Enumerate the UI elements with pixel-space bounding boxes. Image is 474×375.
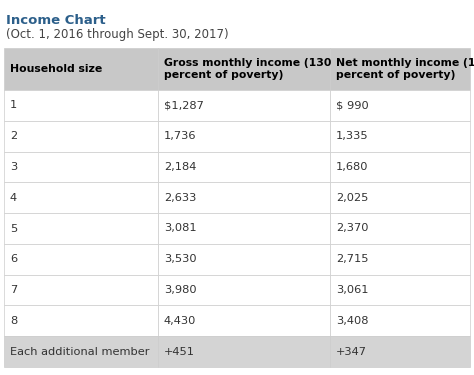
Text: Gross monthly income (130
percent of poverty): Gross monthly income (130 percent of pov… — [164, 58, 331, 80]
Text: 2,633: 2,633 — [164, 193, 196, 203]
Bar — [158, 213, 330, 244]
Bar — [4, 152, 158, 182]
Text: Net monthly income (100
percent of poverty): Net monthly income (100 percent of pover… — [336, 58, 474, 80]
Bar — [158, 306, 330, 336]
Bar — [330, 48, 470, 90]
Bar — [4, 274, 158, 306]
Text: 5: 5 — [10, 224, 17, 234]
Bar — [4, 213, 158, 244]
Text: +347: +347 — [336, 346, 367, 357]
Text: 7: 7 — [10, 285, 17, 295]
Text: 1,736: 1,736 — [164, 131, 196, 141]
Text: 2,184: 2,184 — [164, 162, 196, 172]
Bar — [158, 48, 330, 90]
Text: Household size: Household size — [10, 64, 102, 74]
Text: 2,715: 2,715 — [336, 254, 369, 264]
Bar — [4, 48, 158, 90]
Bar — [158, 244, 330, 274]
Bar — [330, 90, 470, 121]
Text: (Oct. 1, 2016 through Sept. 30, 2017): (Oct. 1, 2016 through Sept. 30, 2017) — [6, 28, 228, 41]
Text: 4,430: 4,430 — [164, 316, 196, 326]
Text: 1,680: 1,680 — [336, 162, 369, 172]
Bar — [4, 306, 158, 336]
Bar — [330, 336, 470, 367]
Bar — [330, 152, 470, 182]
Text: 8: 8 — [10, 316, 17, 326]
Text: 2,370: 2,370 — [336, 224, 369, 234]
Text: Income Chart: Income Chart — [6, 14, 106, 27]
Text: 2,025: 2,025 — [336, 193, 369, 203]
Text: 4: 4 — [10, 193, 17, 203]
Bar — [330, 306, 470, 336]
Bar — [158, 182, 330, 213]
Text: 6: 6 — [10, 254, 17, 264]
Text: 3,980: 3,980 — [164, 285, 196, 295]
Text: 3,061: 3,061 — [336, 285, 369, 295]
Bar — [158, 90, 330, 121]
Bar — [4, 244, 158, 274]
Bar — [158, 121, 330, 152]
Bar — [158, 336, 330, 367]
Text: $ 990: $ 990 — [336, 100, 369, 110]
Bar — [4, 336, 158, 367]
Text: 3,081: 3,081 — [164, 224, 196, 234]
Text: $1,287: $1,287 — [164, 100, 204, 110]
Bar — [4, 121, 158, 152]
Bar — [330, 182, 470, 213]
Text: 3,530: 3,530 — [164, 254, 196, 264]
Bar — [330, 274, 470, 306]
Text: +451: +451 — [164, 346, 195, 357]
Bar — [4, 90, 158, 121]
Bar — [330, 244, 470, 274]
Bar — [4, 182, 158, 213]
Text: 3: 3 — [10, 162, 17, 172]
Text: 1,335: 1,335 — [336, 131, 369, 141]
Bar — [158, 152, 330, 182]
Bar — [330, 121, 470, 152]
Bar — [330, 213, 470, 244]
Text: Each additional member: Each additional member — [10, 346, 149, 357]
Bar — [158, 274, 330, 306]
Text: 1: 1 — [10, 100, 17, 110]
Text: 3,408: 3,408 — [336, 316, 369, 326]
Text: 2: 2 — [10, 131, 17, 141]
